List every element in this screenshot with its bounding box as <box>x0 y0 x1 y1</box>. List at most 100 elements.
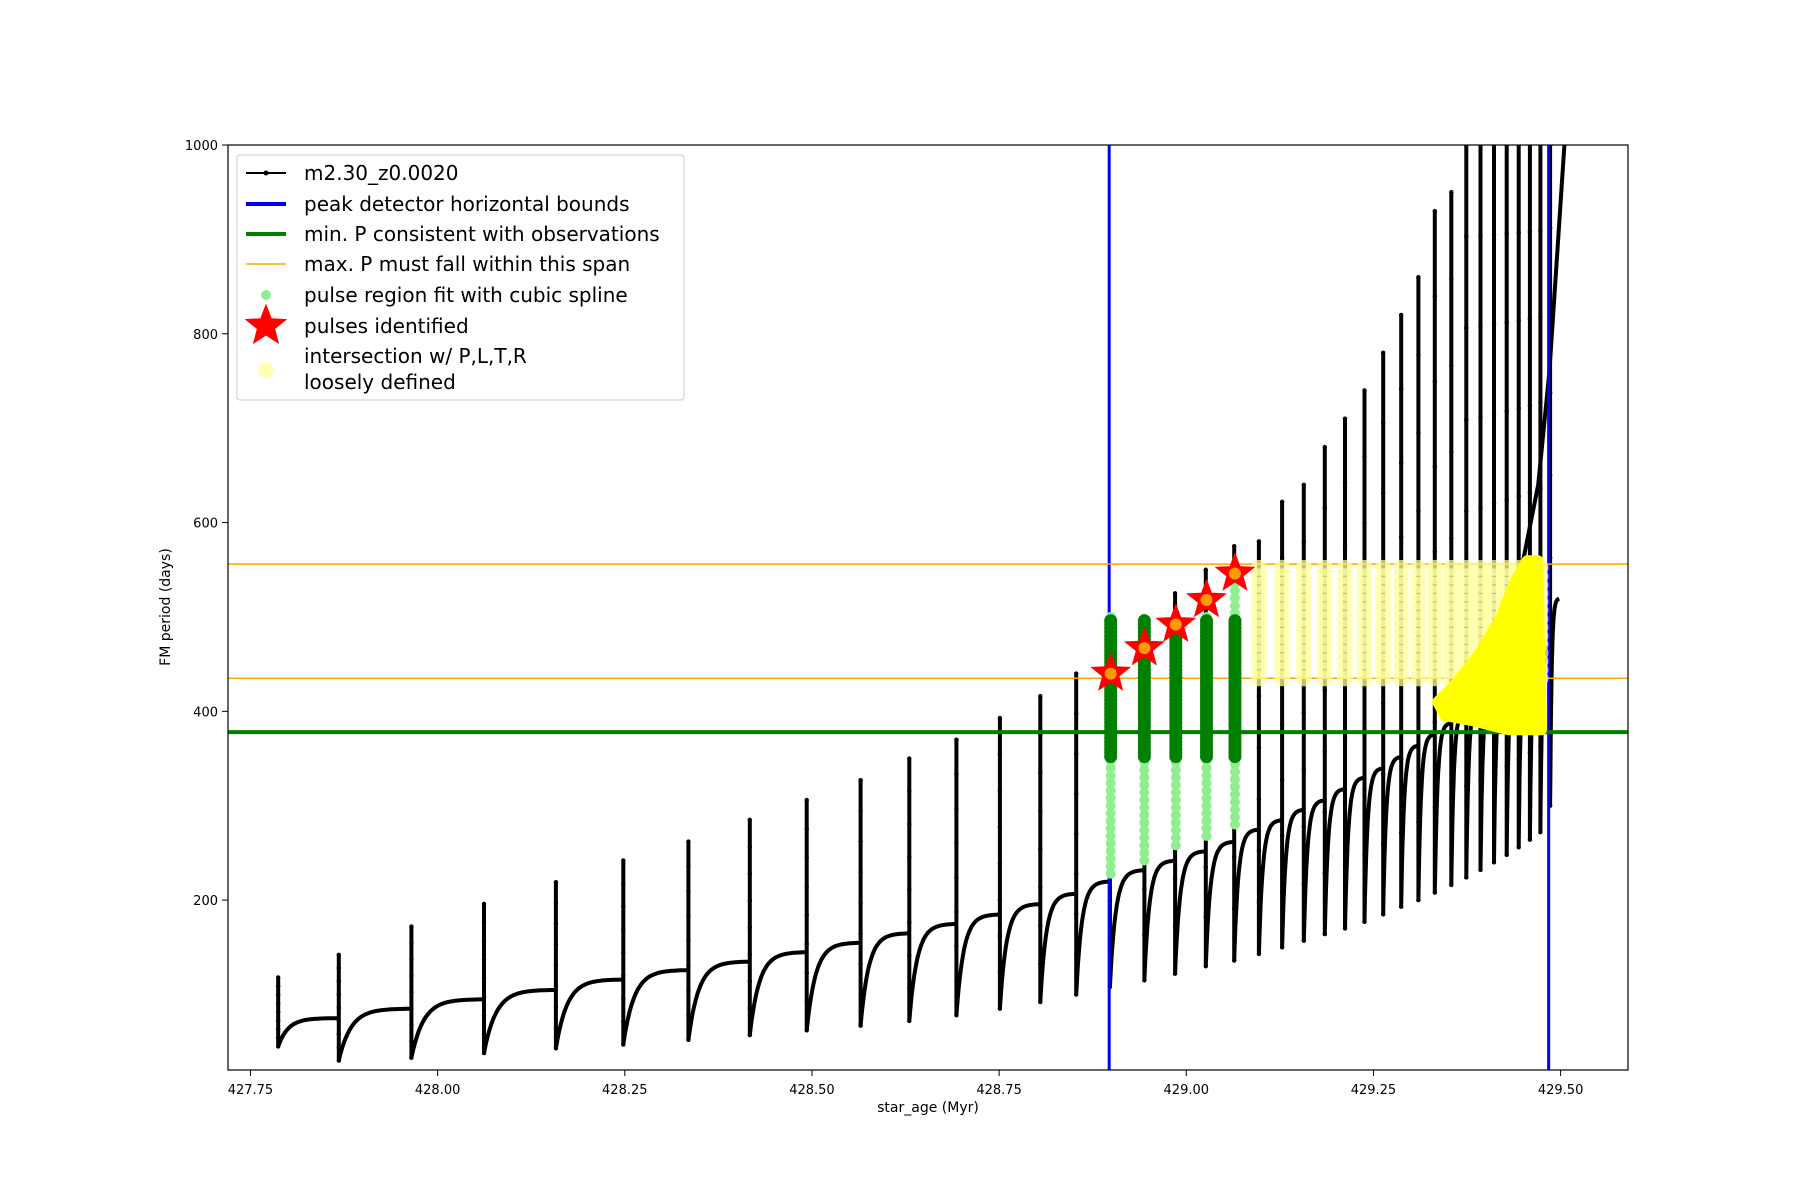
series-track-point <box>747 817 753 823</box>
series-track-point <box>686 988 691 993</box>
series-track-point <box>1279 889 1285 894</box>
series-track-point <box>907 887 912 892</box>
series-track-point <box>1301 881 1307 886</box>
series-track-point <box>1172 876 1178 881</box>
spline-fit-point <box>1139 840 1150 851</box>
series-track-point <box>1074 871 1079 877</box>
series-track-point <box>1074 831 1079 837</box>
series-track-point <box>686 938 691 943</box>
series-track-point <box>1398 756 1404 761</box>
series-track-point <box>553 900 559 906</box>
spline-fit-point <box>1201 830 1212 841</box>
series-track-point <box>409 957 414 962</box>
y-axis-label: FM period (days) <box>158 548 174 666</box>
series-track-point <box>1516 318 1521 323</box>
series-track-point <box>1504 231 1509 236</box>
series-track-point <box>336 1031 342 1037</box>
spline-fit-point <box>1201 823 1212 834</box>
series-track-point <box>1491 860 1497 865</box>
series-track-point <box>1362 388 1367 393</box>
series-track-point <box>804 826 809 832</box>
spline-fit-point <box>1139 779 1150 790</box>
series-track-point <box>1256 848 1262 853</box>
series-track-point <box>954 978 959 984</box>
series-track-point <box>1038 770 1043 775</box>
series-track-point <box>1527 229 1533 235</box>
series-track-point <box>858 962 863 967</box>
series-track-point <box>1074 791 1079 797</box>
series-track-point <box>1074 952 1079 957</box>
series-track-point <box>747 844 753 849</box>
spline-fit-point <box>1170 772 1181 783</box>
intersection-point <box>1498 559 1515 576</box>
series-track-point <box>409 1022 414 1028</box>
series-track-point <box>553 1025 559 1030</box>
x-tick-label: 428.75 <box>976 1083 1022 1098</box>
spline-fit-point <box>1201 800 1212 811</box>
series-track-point <box>954 771 959 777</box>
series-track-point <box>1279 499 1285 504</box>
spline-fit-point <box>1170 817 1181 828</box>
series-track-point <box>1504 497 1509 503</box>
legend-label: loosely defined <box>304 370 456 394</box>
series-track-point <box>1301 539 1307 544</box>
series-track-point <box>1322 931 1327 937</box>
series-track-point <box>553 963 559 968</box>
intersection-dense-region <box>1432 555 1547 736</box>
series-track-point <box>1362 454 1367 460</box>
intersection-point <box>1250 559 1267 576</box>
series-track-point <box>275 992 281 997</box>
series-track-point <box>275 1035 281 1040</box>
series-track-point <box>1527 490 1533 495</box>
series-track-point <box>1256 693 1262 699</box>
series-track-point <box>804 941 809 947</box>
series-track-point <box>336 979 342 984</box>
series-track-point <box>1322 871 1327 876</box>
series-track-point <box>907 854 912 860</box>
spline-fit-point <box>1105 853 1116 864</box>
x-tick-label: 429.50 <box>1538 1083 1584 1098</box>
series-track-point <box>1279 778 1285 783</box>
series-track-point <box>1380 771 1386 777</box>
series-track-point <box>1362 521 1367 526</box>
series-track-point <box>747 925 753 930</box>
series-track-point <box>1432 719 1438 725</box>
series-track-point <box>804 970 809 975</box>
series-track-point <box>275 975 281 980</box>
series-track-point <box>804 855 809 860</box>
series-track-point <box>907 756 912 761</box>
series-track-point <box>1449 796 1454 801</box>
spline-fit-point <box>1105 808 1116 819</box>
series-track-point <box>804 1028 809 1033</box>
series-track-point <box>1491 770 1497 775</box>
spline-fit-point <box>1201 770 1212 781</box>
series-track-point <box>1074 912 1079 917</box>
series-track-point <box>553 879 559 885</box>
series-track-point <box>481 994 487 1000</box>
series-track-point <box>275 1001 281 1006</box>
series-track-point <box>621 904 626 909</box>
spline-fit-point <box>1105 861 1116 872</box>
x-tick-label: 428.00 <box>415 1083 461 1098</box>
axes: 427.75 428.00 428.25 428.50 428.75 429.00 429.… <box>185 139 1583 1098</box>
series-track-point <box>1038 961 1043 967</box>
series-track-point <box>1491 322 1497 327</box>
series-track-point <box>1074 992 1079 997</box>
series-track-point <box>1232 854 1237 860</box>
legend-handle-marker <box>263 170 269 176</box>
intersection-point <box>1393 559 1410 576</box>
series-track-point <box>481 1050 487 1056</box>
series-track-point <box>1516 406 1521 411</box>
intersection-point <box>1316 559 1333 576</box>
spline-fit-point <box>1229 774 1240 785</box>
spline-fit-point <box>1229 593 1240 604</box>
series-track-point <box>1232 543 1237 549</box>
series-track-point <box>621 996 626 1001</box>
spline-fit-point <box>1201 815 1212 826</box>
series-track-point <box>1074 711 1079 716</box>
intersection-point <box>1485 559 1502 576</box>
series-track-point <box>409 1055 414 1060</box>
spline-fit-point <box>1201 808 1212 819</box>
series-track-point <box>1538 486 1543 491</box>
series-track-point <box>621 881 626 886</box>
